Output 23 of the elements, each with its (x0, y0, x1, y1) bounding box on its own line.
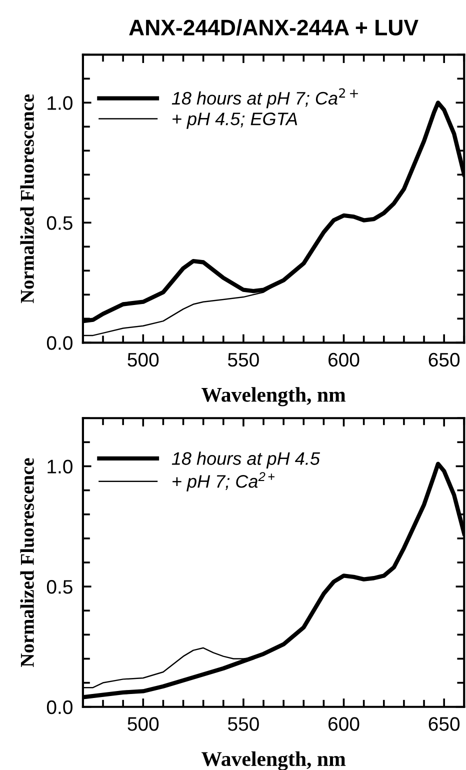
x-tick-label: 500 (128, 352, 159, 367)
y-tick-label: 0.5 (46, 216, 72, 230)
x-axis-title: Wavelength, nm (201, 751, 346, 770)
y-tick-label: 0.0 (46, 700, 72, 714)
x-tick-label: 650 (428, 352, 460, 367)
legend-label: + pH 4.5; EGTA (172, 112, 298, 129)
y-tick-label: 1.0 (48, 460, 72, 474)
y-tick-label: 0.5 (46, 580, 72, 594)
x-axis-title: Wavelength, nm (201, 387, 346, 406)
x-tick-label: 500 (128, 717, 159, 731)
y-tick-label: 1.0 (48, 96, 72, 110)
x-tick-label: 550 (228, 717, 259, 731)
y-axis-title: Normalized Fluorescence (20, 94, 34, 304)
y-axis-title: Normalized Fluorescence (20, 458, 34, 667)
y-tick-label: 0.0 (46, 336, 72, 350)
x-tick-label: 600 (328, 717, 360, 731)
legend-label: 18 hours at pH 4.5 (172, 452, 320, 469)
chart-title: ANX-244D/ANX-244A + LUV (129, 19, 418, 36)
x-tick-label: 550 (228, 352, 259, 367)
legend-label: 18 hours at pH 7; Ca$^{2+}$ (172, 88, 358, 108)
x-tick-label: 650 (428, 717, 460, 731)
legend-label: + pH 7; Ca$^{2+}$ (172, 472, 274, 492)
x-tick-label: 600 (328, 352, 360, 367)
